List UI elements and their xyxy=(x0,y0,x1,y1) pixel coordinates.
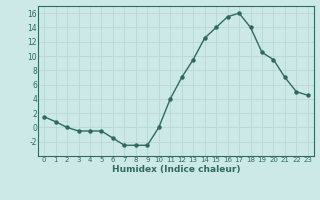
X-axis label: Humidex (Indice chaleur): Humidex (Indice chaleur) xyxy=(112,165,240,174)
